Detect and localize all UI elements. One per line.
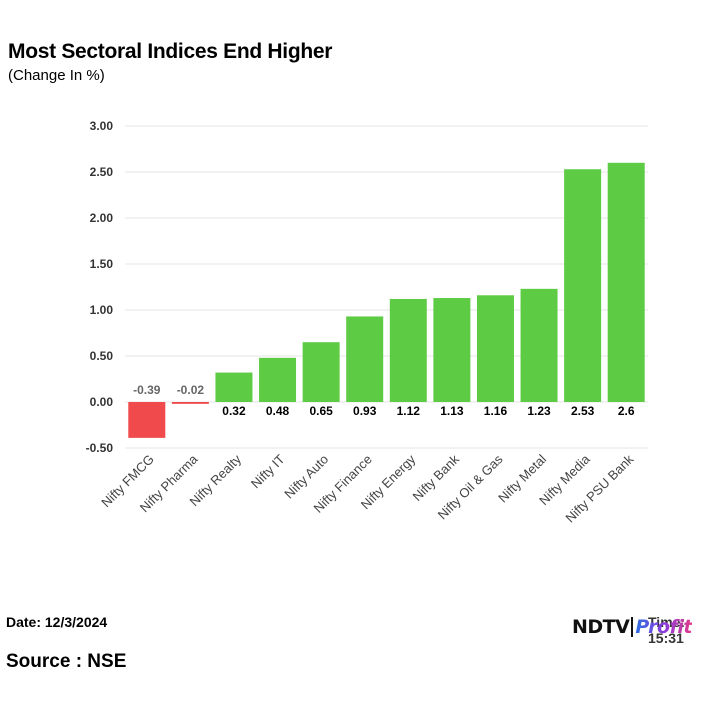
x-tick-label: Nifty IT — [248, 451, 288, 491]
bar — [607, 162, 645, 402]
chart-subtitle: (Change In %) — [8, 67, 105, 84]
logo-profit-text: Profit — [635, 616, 692, 638]
data-label: 1.16 — [484, 404, 508, 418]
data-label: 0.48 — [266, 404, 290, 418]
y-tick-label: 2.00 — [90, 211, 114, 225]
bar — [215, 372, 253, 402]
y-tick-label: 1.00 — [90, 303, 114, 317]
y-tick-label: 0.50 — [90, 349, 114, 363]
data-label: -0.39 — [133, 383, 161, 397]
data-label: 2.6 — [618, 404, 635, 418]
data-label: 0.65 — [309, 404, 333, 418]
bar — [520, 288, 558, 402]
logo-ndtv-text: NDTV — [572, 616, 630, 638]
time-label: Time: 15:31 — [648, 614, 685, 646]
logo-separator — [631, 617, 634, 637]
y-tick-label: 3.00 — [90, 119, 114, 133]
data-label: -0.02 — [177, 383, 205, 397]
ndtv-profit-logo: NDTV Profit — [572, 614, 692, 640]
bar — [171, 402, 209, 404]
bar — [302, 342, 340, 402]
bar — [476, 295, 514, 402]
bar — [128, 402, 166, 438]
bar — [433, 298, 471, 402]
data-label: 2.53 — [571, 404, 595, 418]
y-tick-label: -0.50 — [86, 441, 114, 455]
y-tick-label: 2.50 — [90, 165, 114, 179]
bar — [564, 169, 602, 402]
bar — [259, 357, 297, 402]
data-label: 1.12 — [397, 404, 421, 418]
data-label: 0.93 — [353, 404, 377, 418]
date-label: Date: 12/3/2024 — [6, 614, 108, 630]
bar-chart: -0.50 0.00 0.50 1.00 1.50 2.00 2.50 3.00 -0.39 Ni… — [86, 119, 648, 525]
y-tick-label: 1.50 — [90, 257, 114, 271]
data-label: 0.32 — [222, 404, 246, 418]
bar — [389, 298, 427, 402]
y-tick-label: 0.00 — [90, 395, 114, 409]
data-label: 1.13 — [440, 404, 464, 418]
chart-title: Most Sectoral Indices End Higher — [8, 40, 333, 63]
data-label: 1.23 — [527, 404, 551, 418]
source-label: Source : NSE — [6, 651, 127, 672]
bar — [346, 316, 384, 402]
